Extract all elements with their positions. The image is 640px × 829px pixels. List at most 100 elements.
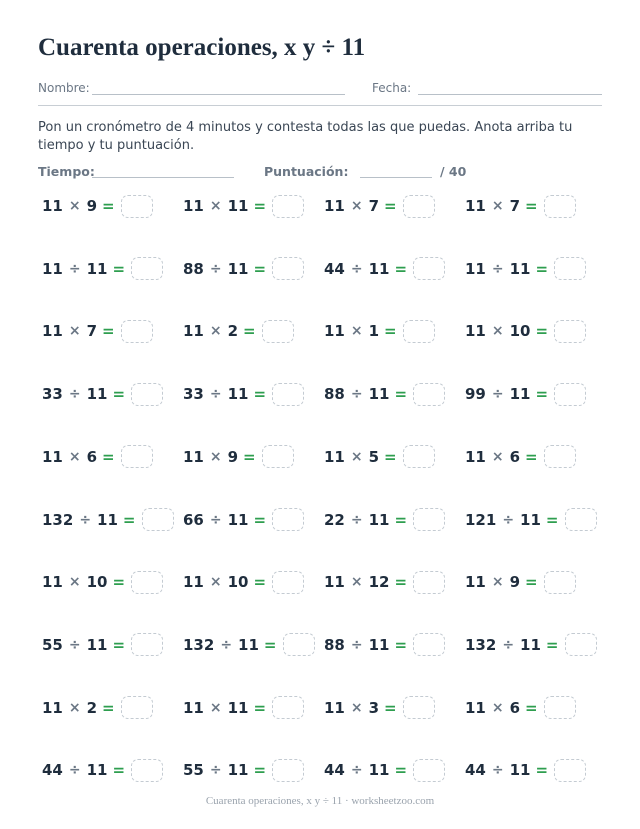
operator: ÷ [350,260,363,277]
operand: 11 [86,385,108,404]
operand: 11 [465,259,486,278]
problem: 11 × 1 = [324,319,435,343]
operand: 11 [368,635,390,654]
operand: 11 [42,698,63,717]
operand: 11 [183,197,204,215]
problem: 11 ÷ 11 = [42,257,164,281]
operand: 11 [520,510,541,529]
problem: 11 × 9 = [42,194,153,218]
operator: × [350,574,363,591]
operand: 11 [520,635,541,654]
equals: = [243,322,256,341]
problem: 121 ÷ 11 = [465,508,597,532]
operator: × [68,574,81,591]
answer-box [564,633,597,657]
operand: 6 [509,698,521,717]
answer-box [272,257,305,281]
problem: 11 × 7 = [465,194,576,218]
operator: ÷ [68,260,81,277]
operator: ÷ [209,511,222,528]
operand: 11 [227,698,249,717]
problem: 88 ÷ 11 = [324,633,446,657]
operator: ÷ [350,636,363,653]
problem: 22 ÷ 11 = [324,508,446,532]
operand: 11 [227,510,249,529]
time-line [92,177,234,178]
problem: 11 × 10 = [42,570,164,594]
operand: 11 [324,698,345,717]
operand: 22 [324,510,345,529]
operand: 7 [368,197,380,215]
operand: 33 [183,385,204,404]
time-label: Tiempo: [38,164,95,179]
operator: ÷ [68,386,81,403]
answer-box [402,445,435,469]
operator: ÷ [491,762,504,779]
operand: 9 [509,573,521,592]
answer-box [543,194,576,218]
equals: = [535,385,549,404]
equals: = [384,322,397,341]
problem: 44 ÷ 11 = [324,257,446,281]
equals: = [394,510,408,529]
answer-box [120,445,153,469]
operand: 132 [183,635,215,654]
problem: 11 × 3 = [324,696,435,720]
problem: 11 × 6 = [465,696,576,720]
operand: 11 [368,510,390,529]
equals: = [253,259,267,278]
problem: 44 ÷ 11 = [324,758,446,782]
problem: 44 ÷ 11 = [42,758,164,782]
answer-box [543,696,576,720]
equals: = [394,761,408,780]
operand: 132 [465,635,497,654]
equals: = [243,447,256,466]
equals: = [102,322,115,341]
operator: × [491,699,504,716]
score-total: / 40 [440,164,467,179]
operator: × [209,198,222,214]
operator: ÷ [68,636,81,653]
answer-box [131,570,164,594]
answer-box [272,696,305,720]
problem: 33 ÷ 11 = [183,382,305,406]
answer-box [413,257,446,281]
answer-box [402,319,435,343]
operand: 1 [368,322,380,341]
equals: = [253,197,267,215]
operand: 66 [183,510,204,529]
operand: 11 [42,259,63,278]
operand: 7 [509,197,521,215]
equals: = [112,385,126,404]
equals: = [253,510,267,529]
problem: 11 × 12 = [324,570,446,594]
equals: = [394,635,408,654]
operand: 5 [368,447,380,466]
operand: 11 [42,322,63,341]
operator: × [209,574,222,591]
name-label: Nombre: [38,81,90,95]
equals: = [253,385,267,404]
problem: 99 ÷ 11 = [465,382,587,406]
answer-box [402,696,435,720]
equals: = [535,761,549,780]
operand: 10 [86,573,108,592]
equals: = [102,197,115,215]
operator: × [68,323,81,340]
score-label: Puntuación: [264,164,349,179]
operand: 10 [227,573,249,592]
operator: × [68,198,81,214]
answer-box [131,382,164,406]
operator: × [350,198,363,214]
operand: 44 [465,761,486,780]
equals: = [535,259,549,278]
problem: 44 ÷ 11 = [465,758,587,782]
instructions: Pon un cronómetro de 4 minutos y contest… [38,120,573,153]
operand: 11 [324,322,345,341]
operand: 11 [509,259,531,278]
equals: = [545,510,559,529]
operand: 99 [465,385,486,404]
answer-box [564,508,597,531]
operand: 7 [86,322,98,341]
operand: 44 [324,761,345,780]
